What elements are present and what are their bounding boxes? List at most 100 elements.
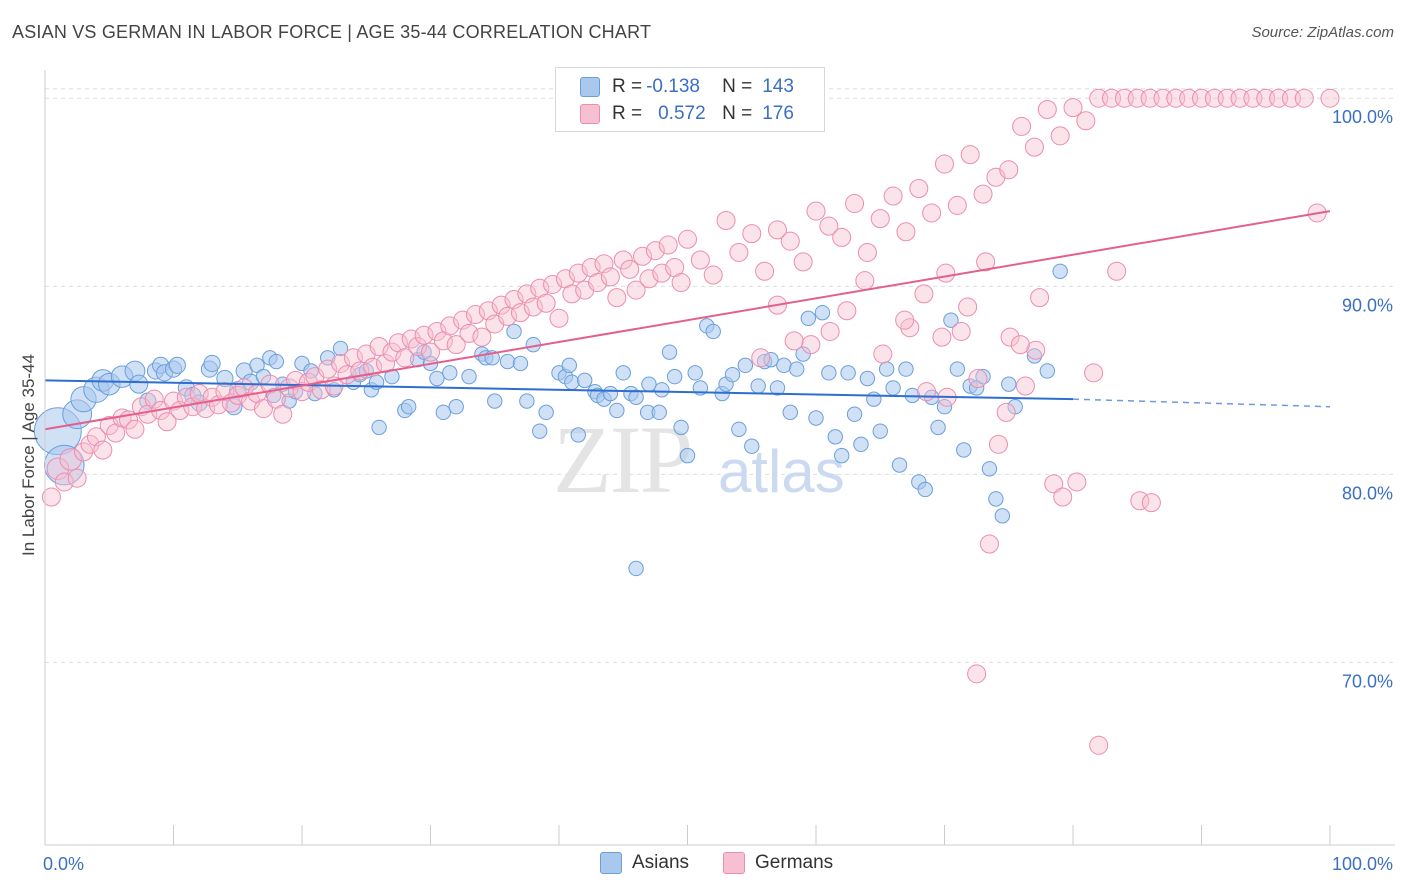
german-point (837, 301, 857, 321)
asian-point (866, 391, 882, 407)
german-point (703, 265, 723, 285)
series-legend: Asians Germans (600, 852, 867, 874)
german-point (652, 263, 672, 283)
german-point (917, 382, 937, 402)
german-point (755, 261, 775, 281)
asian-n-value: 143 (762, 76, 794, 97)
asian-point (936, 399, 953, 415)
german-point (1320, 88, 1340, 108)
german-point (80, 434, 100, 454)
asian-r-label: R = (612, 76, 643, 97)
german-point (870, 209, 890, 229)
german-point (1050, 126, 1070, 146)
legend-item-germans[interactable]: Germans (723, 852, 833, 874)
asian-point (203, 354, 221, 373)
german-point (806, 201, 826, 221)
asian-point (930, 419, 946, 436)
german-point (947, 195, 967, 215)
asian-point (654, 382, 670, 398)
german-r-label: R = (612, 103, 643, 124)
asian-point (988, 491, 1004, 507)
german-point (1130, 491, 1150, 511)
german-point (645, 241, 665, 261)
german-point (883, 186, 903, 206)
german-point (742, 224, 762, 244)
german-point (620, 259, 640, 279)
german-point (914, 284, 934, 304)
asian-point (800, 310, 816, 327)
legend-item-asians[interactable]: Asians (600, 852, 689, 874)
asian-point (859, 370, 876, 387)
german-point (801, 335, 821, 355)
german-point (922, 203, 942, 223)
german-point (1089, 735, 1109, 755)
asian-point (129, 374, 149, 394)
asian-point (834, 447, 850, 464)
german-point (832, 227, 852, 247)
german-point (895, 310, 915, 330)
german-point (523, 297, 543, 317)
german-point (465, 305, 485, 325)
asian-point (532, 423, 548, 439)
y-tick-label: 80.0% (1342, 483, 1393, 503)
german-point (751, 348, 771, 368)
asian-point (168, 356, 186, 374)
asian-point (994, 508, 1011, 524)
german-point (607, 288, 627, 308)
german-point (845, 194, 865, 214)
german-point (857, 242, 877, 262)
asian-swatch (580, 77, 600, 97)
asian-point (789, 361, 805, 377)
asian-point (705, 323, 721, 340)
german-point (1012, 116, 1032, 136)
german-point (1107, 261, 1127, 281)
asian-point (840, 365, 856, 381)
german-point (273, 404, 293, 424)
asian-point (898, 361, 914, 377)
german-point (414, 325, 434, 345)
asian-point (519, 393, 535, 409)
germans-legend-swatch (723, 852, 746, 874)
asian-point (538, 404, 554, 421)
german-point (820, 321, 840, 341)
german-point (588, 273, 608, 293)
source-label: Source: ZipAtlas.com (1251, 24, 1394, 41)
german-point (1030, 288, 1050, 308)
watermark-atlas: atlas (718, 438, 845, 505)
asian-point (609, 402, 625, 419)
german-point (176, 387, 196, 407)
german-point (1084, 363, 1104, 383)
german-point (767, 220, 787, 240)
legend-row-germans: R = 0.572 N = 176 (580, 102, 794, 126)
german-point (793, 252, 813, 272)
german-point (873, 344, 893, 364)
asian-point (577, 372, 593, 389)
german-point (639, 269, 659, 289)
german-point (633, 246, 653, 266)
german-point (784, 331, 804, 351)
asian-point (687, 365, 703, 381)
asian-point (731, 421, 747, 437)
asian-point (487, 393, 503, 409)
german-point (716, 210, 736, 230)
asian-point (371, 419, 387, 436)
german-point (1037, 100, 1057, 120)
asian-point (956, 442, 972, 458)
asian-point (769, 380, 786, 396)
german-point (896, 222, 916, 242)
german-point (446, 335, 466, 355)
german-point (331, 353, 351, 373)
asian-point (561, 357, 577, 374)
german-point (382, 342, 402, 362)
german-point (960, 145, 980, 165)
asian-point (435, 404, 452, 421)
german-point (678, 229, 697, 249)
german-point (600, 267, 620, 287)
asian-point (564, 374, 580, 390)
asian-point (776, 357, 792, 374)
german-point (363, 357, 383, 377)
asian-point (1001, 376, 1017, 392)
german-swatch (580, 104, 600, 124)
german-point (1063, 98, 1083, 118)
german-point (369, 337, 389, 357)
